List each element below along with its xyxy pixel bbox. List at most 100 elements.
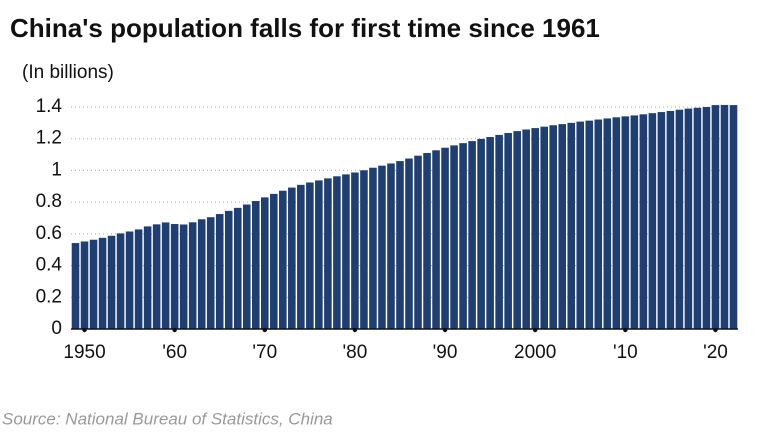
bar: [333, 176, 341, 329]
y-tick-label: 1: [51, 159, 62, 180]
bar: [224, 210, 233, 329]
bar: [639, 114, 648, 330]
bar: [612, 117, 621, 329]
bar: [270, 193, 278, 329]
x-tick-mark: [442, 327, 448, 333]
bar: [729, 105, 738, 330]
x-tick-label: 2000: [514, 342, 556, 363]
bar: [143, 226, 152, 329]
bar: [396, 161, 404, 329]
x-tick-label: '80: [343, 342, 368, 363]
bar: [125, 231, 134, 329]
bar: [567, 122, 576, 329]
y-tick-label: 0: [51, 318, 62, 339]
y-tick-label: 0.6: [36, 223, 62, 244]
bar: [251, 201, 260, 329]
bar: [242, 204, 251, 329]
bar: [288, 187, 296, 329]
bar: [666, 110, 675, 329]
x-tick-mark: [352, 327, 358, 333]
bar: [720, 104, 729, 329]
y-tick-label: 1.2: [36, 128, 62, 149]
bar: [188, 222, 197, 329]
bar: [71, 243, 80, 329]
bar: [197, 219, 206, 329]
bar: [585, 120, 594, 329]
x-tick-mark: [532, 327, 538, 333]
y-tick-label: 1.4: [36, 96, 63, 117]
bar: [657, 112, 666, 330]
bar: [261, 197, 269, 329]
bar: [351, 172, 359, 329]
bar: [648, 113, 657, 329]
bar: [306, 182, 314, 329]
bar: [468, 141, 476, 329]
x-tick-label: '90: [433, 342, 458, 363]
bar: [504, 133, 512, 329]
bar: [558, 124, 567, 329]
y-tick-label: 0.2: [36, 286, 62, 307]
bar: [702, 107, 711, 329]
bar: [576, 121, 585, 330]
bar: [387, 163, 395, 329]
bar: [89, 239, 98, 329]
bar: [170, 224, 179, 329]
bar: [603, 118, 612, 329]
bar: [378, 165, 386, 329]
bar: [423, 152, 431, 329]
bar: [486, 136, 494, 329]
chart-title: China's population falls for first time …: [10, 13, 600, 43]
bar: [549, 125, 558, 329]
x-tick-mark: [82, 327, 87, 333]
bar: [215, 214, 224, 329]
bar: [441, 147, 449, 329]
bar: [360, 170, 368, 329]
bar: [594, 119, 603, 329]
bar: [675, 109, 684, 330]
bar: [477, 138, 485, 329]
bar: [116, 233, 125, 329]
bar: [495, 134, 503, 329]
bar: [233, 207, 242, 329]
bar: [531, 128, 539, 329]
bar: [324, 178, 332, 329]
bar: [405, 158, 413, 329]
bar: [513, 131, 521, 329]
x-tick-label: '60: [162, 342, 187, 363]
y-tick-label: 0.4: [36, 255, 63, 276]
bar: [134, 229, 143, 329]
bar: [152, 224, 161, 329]
chart-subtitle: (In billions): [22, 62, 114, 83]
bar: [522, 129, 530, 329]
x-tick-mark: [713, 327, 718, 333]
x-tick-mark: [172, 327, 177, 333]
bar: [621, 116, 630, 329]
x-tick-mark: [262, 327, 267, 333]
bar: [297, 184, 305, 329]
bar: [342, 174, 350, 329]
x-tick-label: '70: [252, 342, 277, 363]
source-note: Source: National Bureau of Statistics, C…: [2, 409, 333, 428]
x-tick-label: 1950: [63, 342, 105, 363]
bar: [540, 126, 548, 329]
bar: [630, 115, 639, 329]
bar: [414, 155, 422, 329]
x-tick-label: '20: [703, 342, 728, 363]
bar: [80, 241, 89, 329]
bar: [450, 145, 458, 329]
bar: [179, 224, 188, 329]
bar: [684, 108, 693, 329]
bar: [711, 105, 720, 330]
bar: [315, 180, 323, 329]
bar: [369, 167, 377, 329]
bar: [161, 222, 170, 329]
bar: [98, 237, 107, 329]
bar: [206, 217, 215, 329]
x-tick-mark: [623, 327, 628, 333]
bar: [459, 143, 467, 329]
y-tick-label: 0.8: [36, 191, 62, 212]
bar: [107, 235, 116, 329]
bar: [279, 190, 287, 329]
bar: [432, 150, 440, 329]
